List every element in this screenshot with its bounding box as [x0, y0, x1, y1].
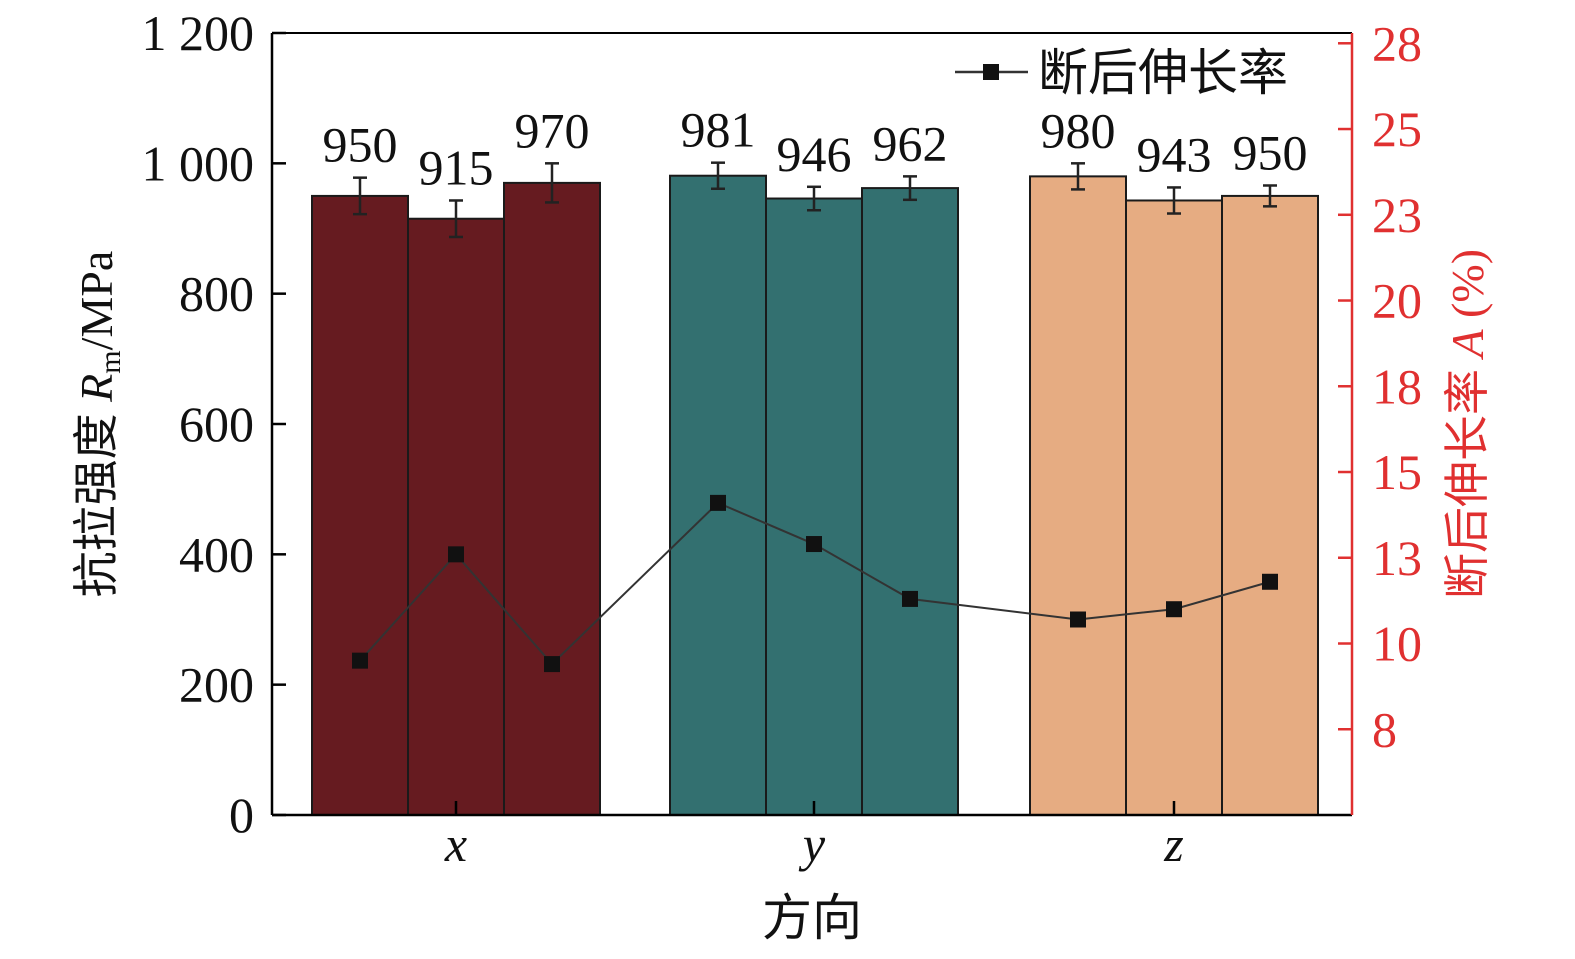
elongation-point-5	[806, 536, 822, 553]
labels-group: 950 915 970 981 946 962 980 943 950 0 200 400 600 800…	[71, 5, 1493, 946]
bars-group	[311, 174, 1319, 817]
data-label-z-3: 950	[1233, 124, 1308, 180]
y-left-title-subscript: m	[94, 350, 127, 373]
elongation-point-4	[710, 494, 726, 511]
axes-group	[270, 31, 1354, 817]
data-label-x-3: 970	[515, 102, 590, 158]
data-label-y-3: 962	[873, 115, 948, 171]
elongation-point-9	[1262, 573, 1278, 590]
y-right-tick-label: 10	[1372, 616, 1422, 672]
legend: 断后伸长率	[955, 45, 1288, 101]
elongation-point-7	[1070, 611, 1086, 628]
bar-x-2	[407, 217, 505, 817]
y-right-tick-label: 28	[1372, 15, 1422, 71]
elongation-point-1	[352, 652, 368, 669]
y-right-title-symbol: A	[1442, 329, 1493, 361]
x-axis-title: 方向	[762, 890, 862, 946]
bar-z-3	[1221, 194, 1319, 816]
data-label-x-2: 915	[419, 139, 494, 195]
elongation-line-group	[352, 494, 1278, 673]
y-left-tick-label: 1 200	[142, 5, 255, 61]
elongation-point-2	[448, 546, 464, 563]
y-right-tick-label: 23	[1372, 187, 1422, 243]
y-right-title-unit: (%)	[1442, 249, 1493, 329]
y-left-tick-label: 200	[179, 657, 254, 713]
y-left-title-symbol: R	[71, 374, 122, 403]
elongation-point-8	[1166, 601, 1182, 618]
y-left-tick-label: 0	[229, 787, 254, 843]
y-right-tick-label: 13	[1372, 530, 1422, 586]
x-tick-label-z: z	[1163, 816, 1183, 872]
bar-z-1	[1029, 175, 1127, 817]
data-label-z-1: 980	[1041, 102, 1116, 158]
legend-marker-swatch	[983, 64, 999, 80]
y-right-tick-label: 20	[1372, 273, 1422, 329]
y-right-tick-label: 15	[1372, 444, 1422, 500]
x-tick-label-x: x	[444, 816, 467, 872]
bar-x-1	[311, 194, 409, 816]
error-bars-group	[353, 161, 1277, 239]
y-right-tick-label: 8	[1372, 701, 1397, 757]
bar-x-3	[503, 181, 601, 816]
data-label-y-2: 946	[777, 126, 852, 182]
y-left-tick-label: 800	[179, 266, 254, 322]
data-label-z-2: 943	[1137, 126, 1212, 182]
y-left-title-main: 抗拉强度	[71, 402, 122, 598]
y-left-tick-label: 400	[179, 526, 254, 582]
bar-y-2	[765, 197, 863, 817]
bar-y-3	[861, 187, 959, 816]
elongation-point-3	[544, 656, 560, 673]
legend-label: 断后伸长率	[1038, 45, 1288, 101]
y-right-title-main: 断后伸长率	[1442, 358, 1493, 600]
y-right-tick-label: 18	[1372, 358, 1422, 414]
y-axis-right-title: 断后伸长率 A (%)	[1442, 249, 1493, 599]
y-left-title-unit: /MPa	[71, 251, 122, 351]
data-label-x-1: 950	[323, 117, 398, 173]
y-left-tick-label: 600	[179, 396, 254, 452]
y-left-tick-label: 1 000	[142, 135, 255, 191]
y-right-tick-label: 25	[1372, 101, 1422, 157]
data-label-y-1: 981	[681, 102, 756, 158]
elongation-point-6	[902, 590, 918, 607]
bar-z-2	[1125, 199, 1223, 816]
y-axis-left-title: 抗拉强度 Rm/MPa	[71, 251, 127, 598]
x-tick-label-y: y	[798, 816, 826, 872]
